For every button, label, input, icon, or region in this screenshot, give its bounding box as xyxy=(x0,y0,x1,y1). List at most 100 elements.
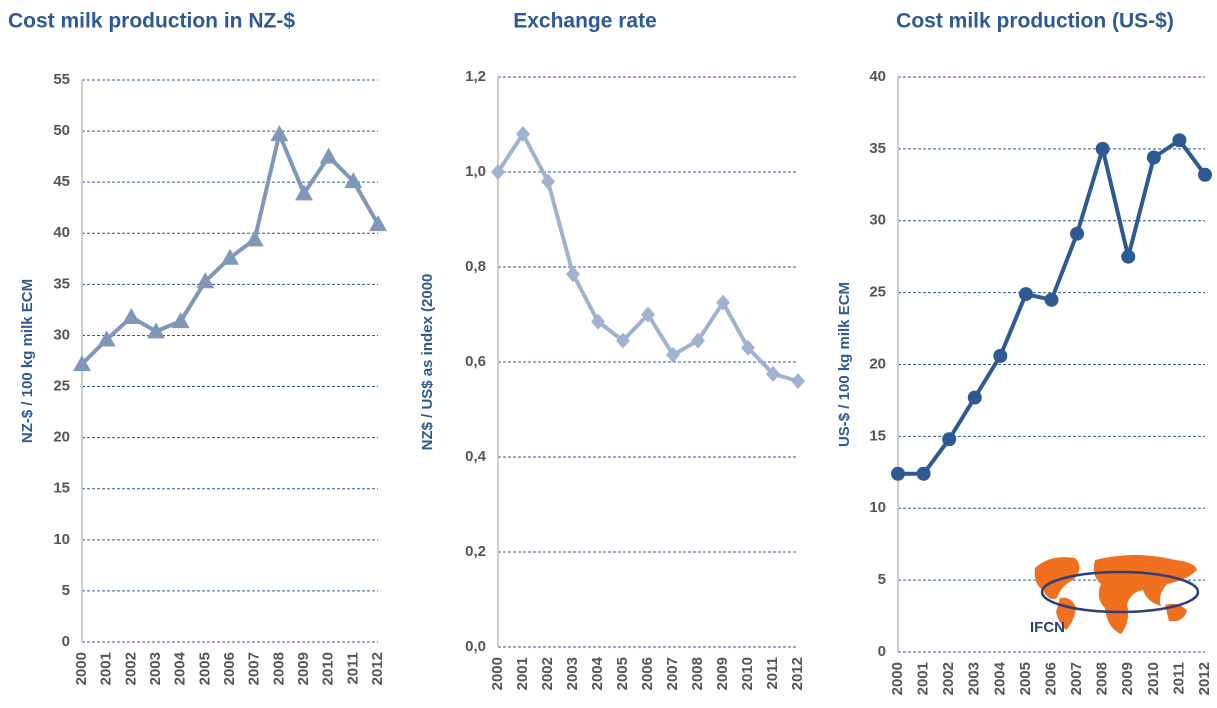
y-tick-label: 5 xyxy=(878,571,886,588)
x-tick-label: 2004 xyxy=(991,661,1008,695)
x-tick-label: 2000 xyxy=(489,657,506,690)
data-point xyxy=(245,230,264,247)
data-point xyxy=(171,312,190,329)
y-tick-label: 15 xyxy=(869,427,886,444)
x-tick-label: 2001 xyxy=(98,652,115,685)
x-tick-label: 2000 xyxy=(73,652,90,685)
x-tick-label: 2007 xyxy=(246,652,263,685)
y-axis-label: NZ-$ / 100 kg milk ECM xyxy=(19,279,36,443)
data-point xyxy=(221,248,239,265)
x-tick-label: 2012 xyxy=(789,657,806,690)
data-point xyxy=(369,215,387,232)
y-tick-label: 15 xyxy=(53,480,70,497)
y-tick-label: 0 xyxy=(62,633,70,650)
data-point xyxy=(516,126,530,142)
x-tick-label: 2002 xyxy=(539,657,556,690)
x-tick-label: 2012 xyxy=(1196,662,1213,695)
data-point xyxy=(967,390,982,405)
y-axis-label: US-$ / 100 kg milk ECM xyxy=(836,282,853,447)
map-shape xyxy=(1093,555,1197,634)
data-point xyxy=(766,365,780,382)
chart-title: Cost milk production in NZ-$ xyxy=(8,10,295,33)
y-tick-label: 0 xyxy=(878,643,886,660)
data-point xyxy=(270,125,289,142)
x-tick-label: 2003 xyxy=(147,652,164,685)
data-point xyxy=(1146,150,1161,165)
y-tick-label: 25 xyxy=(869,284,886,301)
data-point xyxy=(1095,141,1110,156)
x-tick-label: 2003 xyxy=(564,657,581,690)
data-point xyxy=(942,432,957,447)
y-tick-label: 50 xyxy=(53,122,70,139)
y-tick-label: 5 xyxy=(62,582,70,599)
y-tick-label: 55 xyxy=(53,71,70,88)
x-tick-label: 2010 xyxy=(739,657,756,690)
y-tick-label: 20 xyxy=(869,355,886,372)
data-point xyxy=(344,172,363,189)
chart-title: Cost milk production (US-$) xyxy=(896,10,1174,33)
logo-ring xyxy=(1040,570,1200,614)
x-tick-label: 2006 xyxy=(639,657,656,690)
data-point xyxy=(1172,133,1187,148)
x-tick-label: 2009 xyxy=(1119,662,1136,695)
x-tick-label: 2011 xyxy=(1170,662,1187,695)
x-tick-label: 2007 xyxy=(1068,662,1085,695)
data-point xyxy=(891,466,905,481)
data-point xyxy=(1044,292,1059,307)
x-tick-label: 2006 xyxy=(1042,662,1059,695)
y-tick-label: 35 xyxy=(53,275,70,292)
data-point xyxy=(319,147,338,164)
x-tick-label: 2010 xyxy=(320,652,337,685)
y-tick-label: 40 xyxy=(869,68,886,85)
x-tick-label: 2010 xyxy=(1145,662,1162,695)
x-tick-label: 2006 xyxy=(221,652,238,685)
data-point xyxy=(196,272,215,289)
data-point xyxy=(641,306,655,323)
x-tick-label: 2008 xyxy=(1094,662,1111,695)
data-point xyxy=(541,173,555,190)
x-tick-label: 2001 xyxy=(514,657,531,690)
data-point xyxy=(1070,226,1085,241)
x-tick-label: 2011 xyxy=(344,652,361,685)
y-tick-label: 0,0 xyxy=(465,638,486,655)
data-point xyxy=(741,339,755,356)
ifcn-logo: IFCN xyxy=(1030,555,1200,636)
y-tick-label: 0,4 xyxy=(465,448,487,465)
y-tick-label: 0,2 xyxy=(465,543,486,560)
data-point xyxy=(666,346,680,363)
x-tick-label: 2005 xyxy=(1017,662,1034,695)
x-tick-label: 2007 xyxy=(664,657,681,690)
x-tick-label: 2008 xyxy=(270,652,287,685)
x-tick-label: 2004 xyxy=(589,656,606,690)
data-line xyxy=(496,132,799,383)
y-tick-label: 30 xyxy=(53,326,70,343)
y-tick-label: 10 xyxy=(53,531,70,548)
data-point xyxy=(916,466,931,481)
data-point xyxy=(1198,167,1212,182)
y-tick-label: 1,2 xyxy=(465,68,486,85)
data-point xyxy=(147,322,165,339)
data-point xyxy=(566,266,580,283)
y-tick-label: 0,8 xyxy=(465,258,486,275)
y-tick-label: 30 xyxy=(869,212,886,229)
y-tick-label: 25 xyxy=(53,378,70,395)
data-point xyxy=(73,355,91,372)
y-tick-label: 0,6 xyxy=(465,353,486,370)
x-tick-label: 2001 xyxy=(915,662,932,695)
x-tick-label: 2002 xyxy=(940,662,957,695)
x-tick-label: 2005 xyxy=(196,652,213,685)
data-point xyxy=(791,373,805,389)
data-point xyxy=(616,332,630,349)
chart-title: Exchange rate xyxy=(513,10,657,33)
data-point xyxy=(691,332,705,349)
x-tick-label: 2005 xyxy=(614,657,631,690)
data-line xyxy=(898,138,1207,476)
y-tick-label: 35 xyxy=(869,140,886,157)
logo-text: IFCN xyxy=(1030,619,1065,636)
data-point xyxy=(491,164,505,180)
data-point xyxy=(122,308,141,325)
x-tick-label: 2003 xyxy=(966,662,983,695)
data-point xyxy=(1121,249,1136,264)
x-tick-label: 2009 xyxy=(714,657,731,690)
